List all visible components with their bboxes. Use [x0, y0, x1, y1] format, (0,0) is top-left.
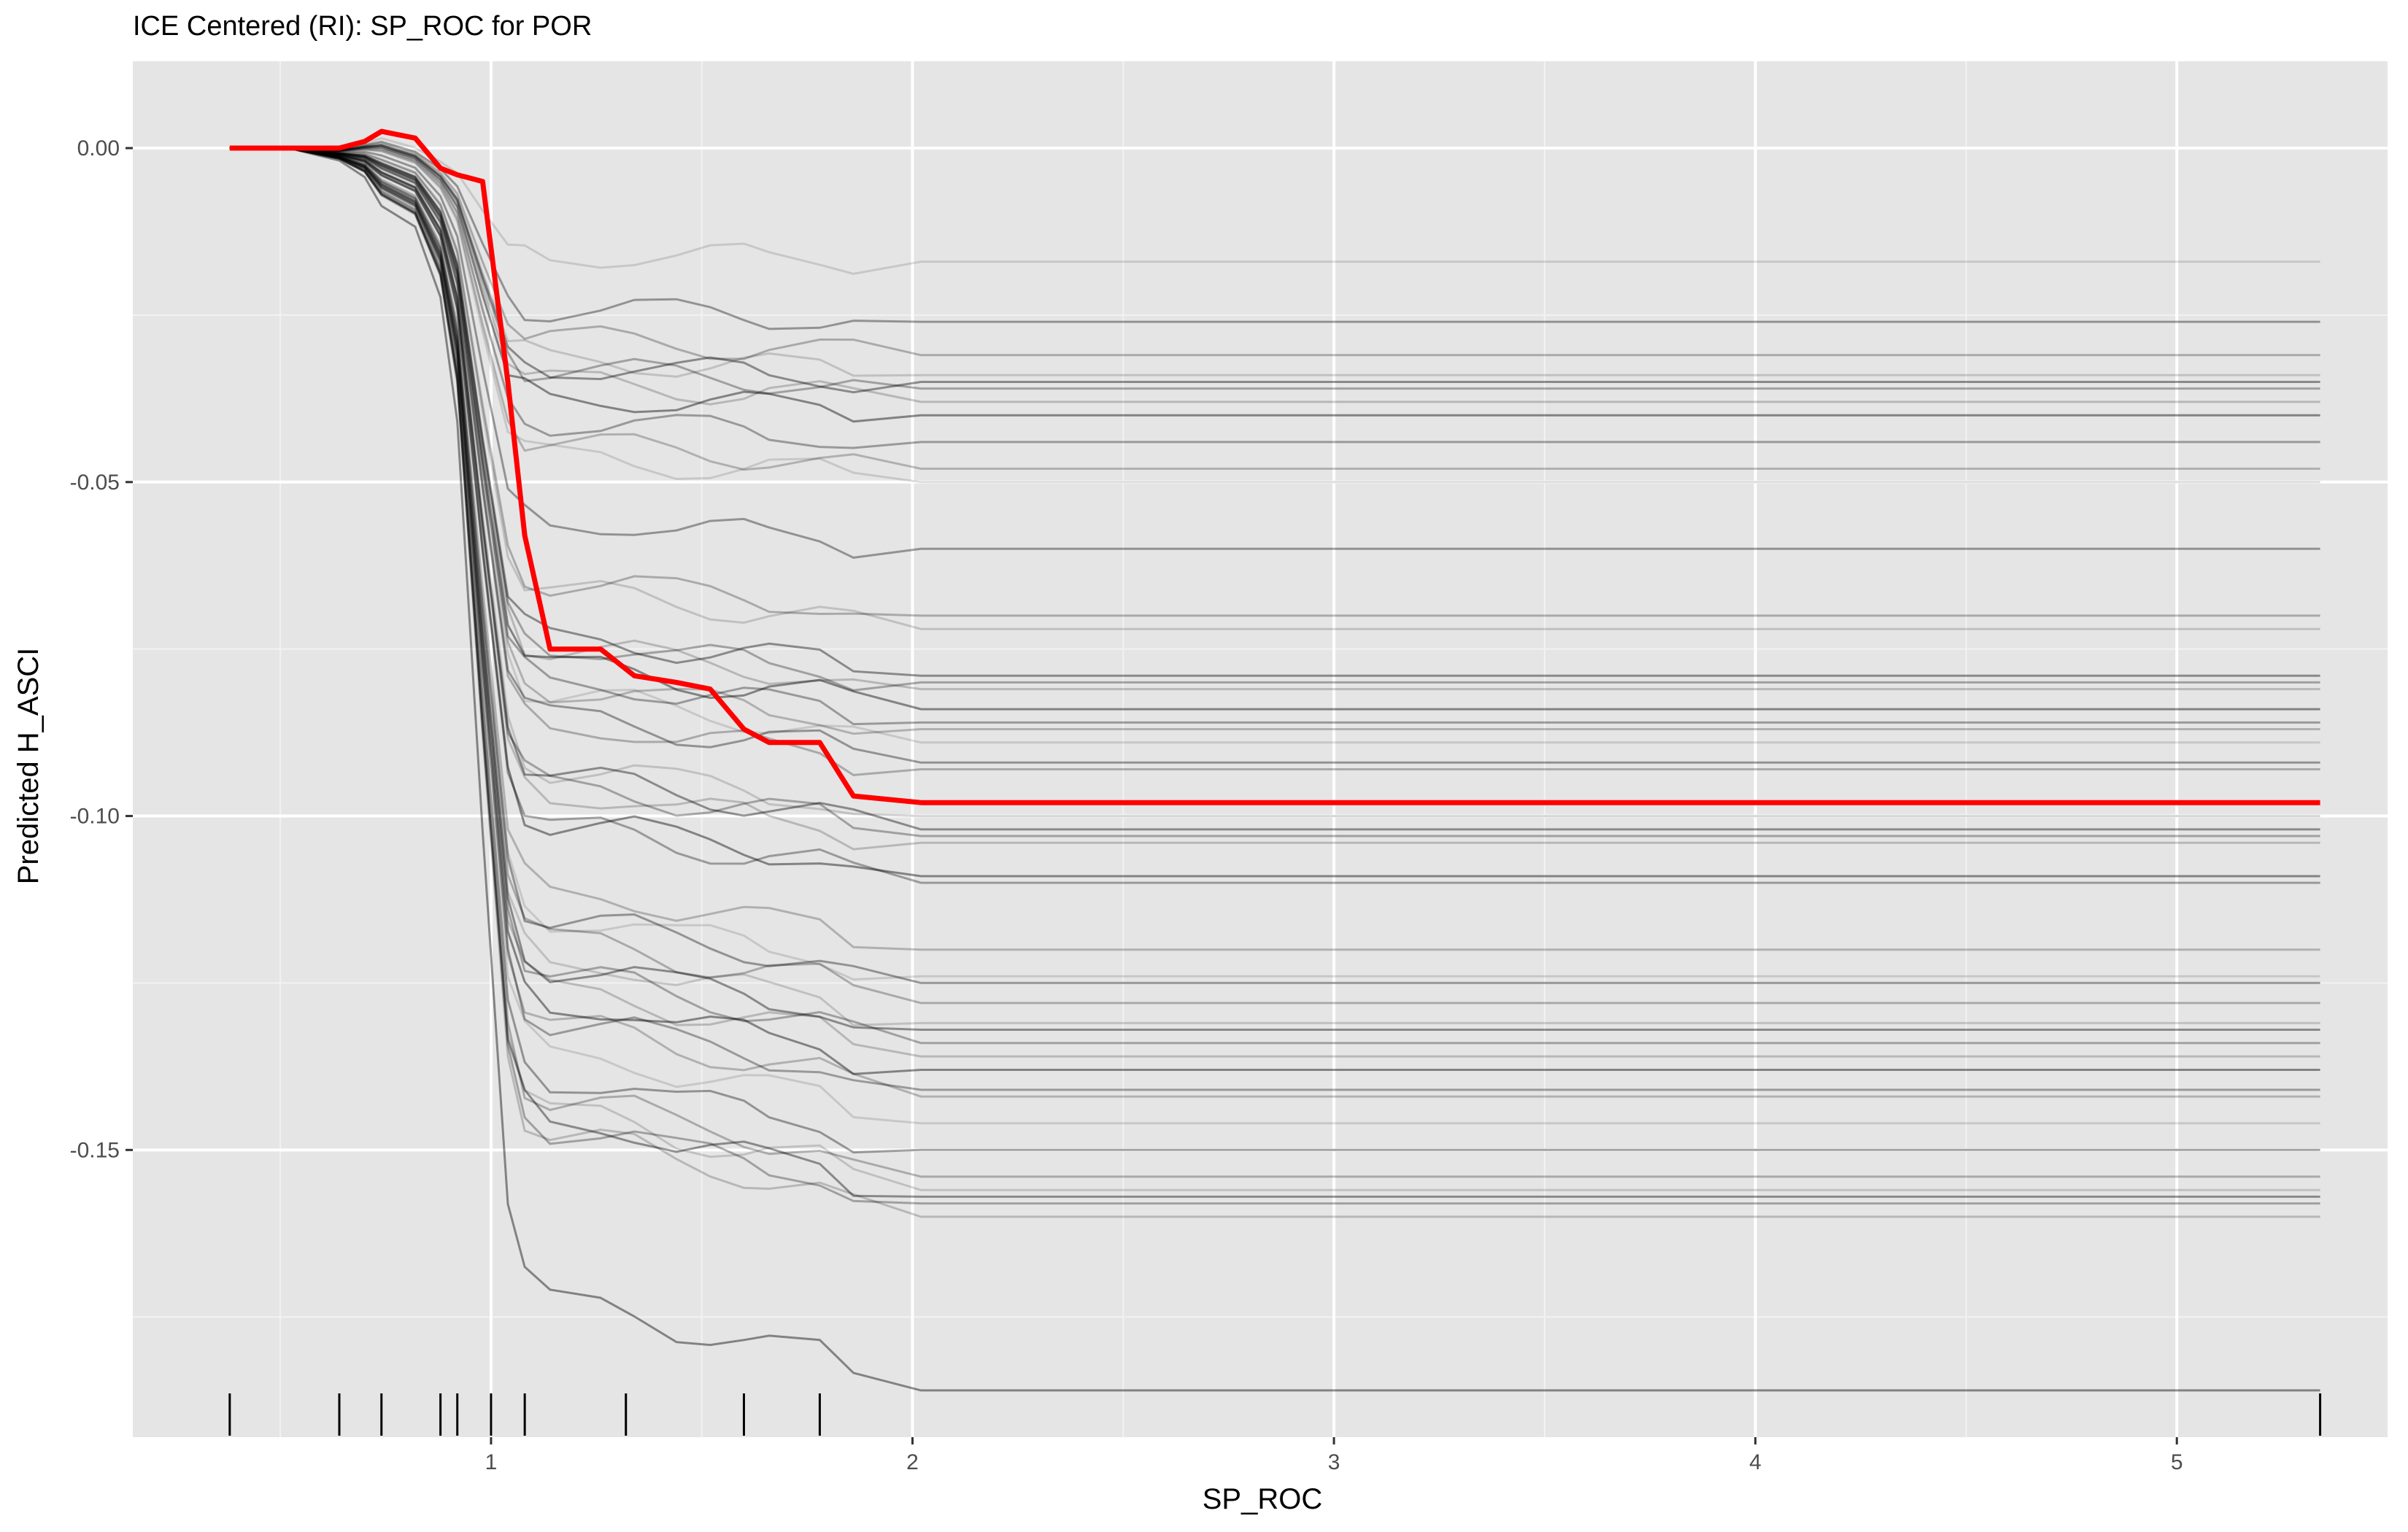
ice-line	[229, 147, 2320, 878]
ice-line	[229, 147, 2320, 1005]
y-tick-label: -0.15	[70, 1138, 120, 1162]
ice-line	[229, 136, 2320, 275]
centered-pdp-line	[229, 128, 2320, 805]
ice-line	[229, 147, 2320, 1154]
ice-line	[229, 147, 2320, 981]
x-axis: 1 2 3 4 5	[485, 1437, 2183, 1474]
ice-line	[229, 147, 2320, 1045]
ice-line	[229, 144, 2320, 394]
ice-line	[229, 147, 2320, 818]
ice-line	[229, 147, 2320, 984]
ice-line	[229, 147, 2320, 735]
ice-line	[229, 147, 2320, 1075]
grid-minor	[133, 61, 2388, 1437]
x-tick-label: 3	[1328, 1450, 1340, 1474]
ice-line	[229, 147, 2320, 691]
ice-line	[229, 147, 2320, 692]
chart-title: ICE Centered (RI): SP_ROC for POR	[133, 11, 592, 42]
ice-line	[229, 147, 2320, 884]
ice-line	[229, 147, 2320, 1205]
x-tick-label: 1	[485, 1450, 498, 1474]
ice-line	[229, 147, 2320, 1058]
y-tick-label: -0.05	[70, 471, 120, 495]
ice-line	[229, 147, 2320, 559]
ice-line	[229, 147, 2320, 1198]
y-tick-label: 0.00	[77, 136, 120, 160]
ice-line	[229, 147, 2320, 677]
ice-line	[229, 147, 2320, 471]
x-axis-title: SP_ROC	[1203, 1483, 1323, 1515]
y-axis-title: Predicted H_ASCI	[12, 648, 45, 885]
ice-line	[229, 146, 2320, 423]
ice-line	[229, 147, 2320, 449]
ice-line	[229, 147, 2320, 711]
ice-line	[229, 147, 2320, 484]
ice-line	[229, 144, 2320, 395]
plot-panel	[133, 61, 2388, 1437]
ice-line	[229, 147, 2320, 1178]
ice-line	[229, 147, 2320, 1191]
x-tick-label: 5	[2171, 1450, 2183, 1474]
ice-lines	[229, 136, 2320, 1392]
ice-line	[229, 147, 2320, 744]
ice-line	[229, 140, 2320, 330]
ice-line	[229, 147, 2320, 951]
ice-line	[229, 145, 2320, 406]
ice-line	[229, 147, 2320, 764]
ice-line	[229, 147, 2320, 1091]
ice-line	[229, 147, 2320, 831]
centered-pdp-line-group	[229, 128, 2320, 805]
ice-line	[229, 147, 2320, 1218]
ice-line	[229, 147, 2320, 1098]
ice-line	[229, 147, 2320, 1031]
ice-line	[229, 147, 2320, 1125]
y-axis: 0.00 -0.05 -0.10 -0.15	[70, 136, 133, 1162]
grid-major	[133, 61, 2388, 1437]
ice-line	[229, 147, 2320, 837]
ice-line	[229, 147, 2320, 1026]
y-tick-label: -0.10	[70, 805, 120, 829]
rug-marks	[228, 1393, 2322, 1436]
ice-line	[229, 147, 2320, 726]
ice-line	[229, 144, 2320, 378]
ice-line	[229, 147, 2320, 776]
ice-line	[229, 147, 2320, 851]
ice-line	[229, 147, 2320, 1392]
x-tick-label: 4	[1749, 1450, 1761, 1474]
x-tick-label: 2	[906, 1450, 919, 1474]
ice-line	[229, 142, 2320, 360]
